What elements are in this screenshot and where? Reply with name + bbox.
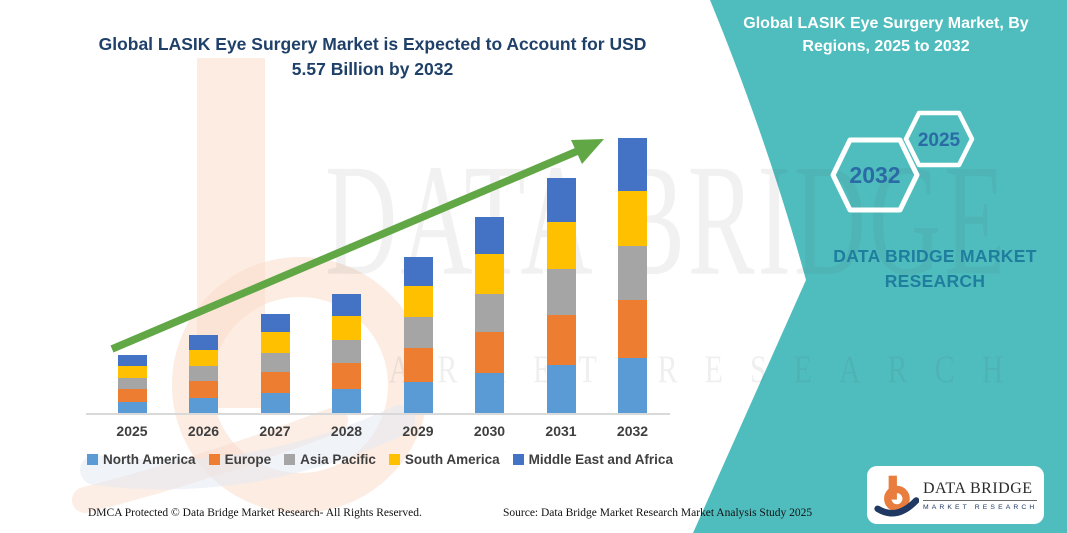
- hexagon-badge-2025: 2025: [903, 110, 975, 168]
- bar-segment-north-america-2029: [403, 381, 433, 414]
- bar-segment-europe-2028: [332, 363, 361, 390]
- bar-segment-asia-pacific-2029: [403, 317, 433, 349]
- bar-segment-north-america-2028: [332, 389, 361, 414]
- x-axis-label-2025: 2025: [116, 423, 148, 439]
- bar-segment-europe-2027: [260, 371, 290, 394]
- hexagon-badge-2032: 2032: [830, 137, 920, 213]
- logo-text-block: DATA BRIDGE MARKET RESEARCH: [923, 480, 1038, 511]
- bar-segment-south-america-2027: [260, 332, 290, 353]
- bar-segment-north-america-2027: [260, 393, 290, 414]
- logo-card: DATA BRIDGE MARKET RESEARCH: [867, 466, 1044, 524]
- legend-label-asia-pacific: Asia Pacific: [300, 452, 376, 467]
- dbmr-logo-icon: [874, 475, 919, 517]
- bar-segment-middle-east-and-africa-2032: [618, 138, 647, 191]
- legend-label-europe: Europe: [224, 452, 272, 467]
- legend-swatch-north-america: [87, 454, 99, 465]
- bar-segment-asia-pacific-2028: [332, 340, 361, 364]
- legend-swatch-south-america: [388, 454, 400, 465]
- bar-segment-asia-pacific-2025: [117, 377, 147, 389]
- bar-segment-south-america-2025: [117, 365, 147, 378]
- hexagon-2032-label: 2032: [849, 162, 900, 188]
- chart-title: Global LASIK Eye Surgery Market is Expec…: [85, 32, 660, 81]
- logo-sub-text: MARKET RESEARCH: [923, 503, 1038, 511]
- bar-segment-north-america-2026: [189, 397, 218, 414]
- side-panel-title-line2: Regions, 2025 to 2032: [802, 38, 970, 56]
- legend-swatch-middle-east-and-africa: [512, 454, 524, 465]
- bar-segment-europe-2029: [403, 348, 433, 382]
- logo-brand-text: DATA BRIDGE: [923, 480, 1038, 501]
- side-panel-title-line1: Global LASIK Eye Surgery Market, By: [743, 15, 1029, 32]
- bar-segment-south-america-2030: [475, 253, 504, 294]
- bar-segment-south-america-2029: [403, 285, 433, 318]
- bar-segment-north-america-2032: [618, 357, 647, 414]
- legend-item-asia-pacific: Asia Pacific: [284, 452, 376, 467]
- bar-segment-middle-east-and-africa-2031: [546, 177, 576, 222]
- bar-segment-south-america-2031: [546, 221, 576, 270]
- legend-label-south-america: South America: [404, 452, 500, 467]
- legend: North America Europe Asia Pacific South Ame…: [80, 452, 680, 467]
- legend-swatch-asia-pacific: [284, 454, 296, 465]
- bar-segment-asia-pacific-2027: [260, 352, 290, 372]
- bar-segment-europe-2031: [546, 315, 576, 366]
- bar-segment-middle-east-and-africa-2025: [117, 355, 147, 366]
- bar-segment-europe-2030: [475, 331, 504, 374]
- bar-segment-asia-pacific-2031: [546, 269, 576, 316]
- x-axis-label-2032: 2032: [616, 423, 649, 439]
- chart-title-line1: Global LASIK Eye Surgery Market is Expec…: [98, 34, 647, 54]
- bar-segment-middle-east-and-africa-2027: [260, 313, 290, 333]
- bar-segment-middle-east-and-africa-2026: [189, 334, 218, 351]
- x-axis-label-2030: 2030: [473, 423, 506, 439]
- bar-segment-middle-east-and-africa-2029: [403, 256, 433, 286]
- legend-label-middle-east-and-africa: Middle East and Africa: [528, 452, 673, 467]
- bar-segment-south-america-2026: [189, 350, 218, 366]
- bar-segment-europe-2026: [189, 380, 218, 398]
- x-axis-line: [86, 413, 670, 415]
- bar-segment-north-america-2025: [117, 401, 147, 414]
- bar-segment-asia-pacific-2030: [475, 293, 504, 332]
- x-axis-label-2027: 2027: [259, 423, 291, 439]
- x-axis-label-2031: 2031: [545, 423, 577, 439]
- bar-segment-middle-east-and-africa-2030: [475, 217, 504, 254]
- hexagon-2025-label: 2025: [918, 130, 961, 151]
- bar-segment-asia-pacific-2026: [189, 365, 218, 381]
- bar-segment-south-america-2032: [618, 190, 647, 246]
- legend-item-south-america: South America: [388, 452, 500, 467]
- x-axis-label-2028: 2028: [330, 423, 363, 439]
- legend-item-middle-east-and-africa: Middle East and Africa: [512, 452, 673, 467]
- bar-segment-asia-pacific-2032: [618, 246, 647, 301]
- x-axis-label-2026: 2026: [187, 423, 220, 439]
- footer-source: Source: Data Bridge Market Research Mark…: [503, 507, 813, 519]
- footer-copyright: DMCA Protected © Data Bridge Market Rese…: [88, 507, 422, 519]
- bar-segment-south-america-2028: [332, 315, 361, 341]
- bar-segment-europe-2032: [618, 300, 647, 358]
- chart-title-line2: 5.57 Billion by 2032: [291, 58, 454, 79]
- legend-swatch-europe: [208, 454, 220, 465]
- legend-item-europe: Europe: [208, 452, 272, 467]
- bar-segment-north-america-2030: [475, 373, 504, 414]
- bar-segment-europe-2025: [117, 388, 147, 402]
- x-axis-label-2029: 2029: [402, 423, 434, 439]
- panel-brand-text: DATA BRIDGE MARKET RESEARCH: [833, 246, 1037, 291]
- bar-segment-middle-east-and-africa-2028: [332, 293, 361, 316]
- legend-item-north-america: North America: [87, 452, 196, 467]
- side-panel-title: Global LASIK Eye Surgery Market, By Regi…: [726, 12, 1046, 58]
- bar-segment-north-america-2031: [546, 365, 576, 414]
- legend-label-north-america: North America: [103, 452, 196, 467]
